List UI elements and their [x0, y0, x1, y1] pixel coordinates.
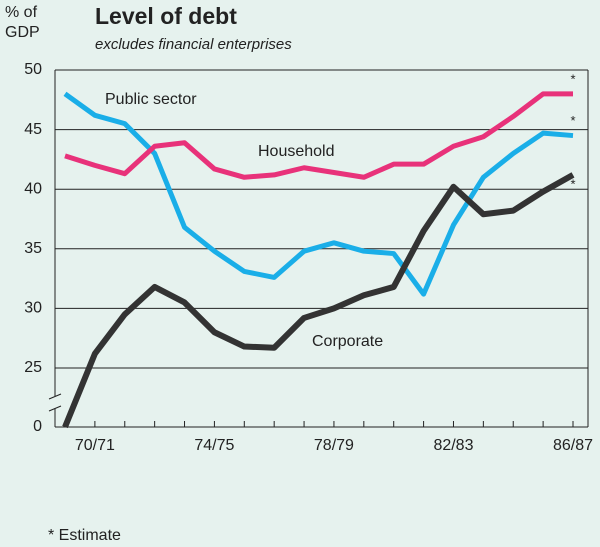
x-tick-label: 82/83 [433, 437, 473, 454]
series-line [64, 91, 573, 180]
footnote: * Estimate [48, 527, 121, 544]
x-tick-label: 78/79 [314, 437, 354, 454]
x-tick-label: 70/71 [75, 437, 115, 454]
y-tick-label: 30 [24, 300, 42, 317]
series-label: Public sector [105, 91, 197, 108]
x-tick-label: 74/75 [194, 437, 234, 454]
estimate-marker: * [570, 176, 575, 191]
y-tick-label: 0 [33, 418, 42, 435]
y-tick-label: 25 [24, 359, 42, 376]
axis-break [48, 393, 62, 400]
y-tick-label: 40 [24, 180, 42, 197]
y-axis-label: GDP [5, 24, 40, 41]
estimate-marker: * [570, 71, 575, 86]
y-axis-label: % of [5, 4, 38, 21]
y-tick-label: 45 [24, 121, 42, 138]
chart-subtitle: excludes financial enterprises [95, 36, 292, 53]
series-label: Household [258, 143, 335, 160]
estimate-marker: * [570, 113, 575, 128]
series-line [62, 172, 575, 429]
chart-title: Level of debt [95, 3, 237, 29]
axis-break [48, 405, 62, 412]
y-tick-label: 35 [24, 240, 42, 257]
x-tick-label: 86/87 [553, 437, 593, 454]
y-tick-label: 50 [24, 61, 42, 78]
series-label: Corporate [312, 333, 383, 350]
